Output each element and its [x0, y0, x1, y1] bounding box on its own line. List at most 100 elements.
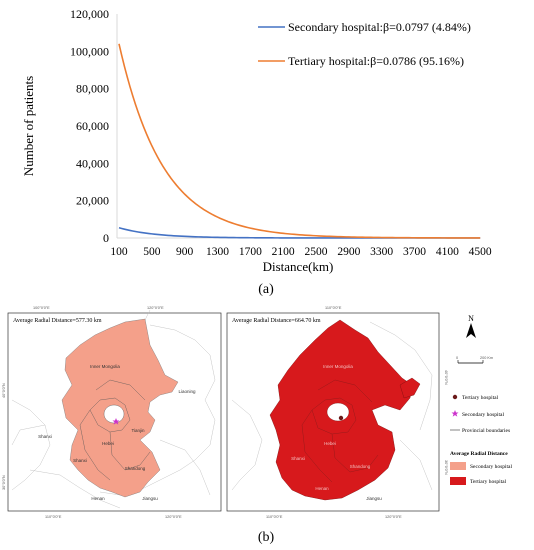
y-tick-labels: 0 20,000 40,000 60,000 80,000 100,000 120,000 [70, 7, 109, 245]
province-boundary [109, 431, 151, 471]
region-label: Henan [315, 486, 329, 491]
map-tertiary: Average Radial Distance=664.70 km 110°0'… [226, 306, 448, 519]
legend-boundary-label: Provincial boundaries [462, 428, 510, 434]
y-tick-label: 80,000 [76, 82, 109, 96]
y-tick-label: 40,000 [76, 156, 109, 170]
north-arrow-icon [466, 323, 476, 338]
map-title-right: Average Radial Distance=664.70 km [232, 318, 321, 324]
region-label: Shandong [125, 466, 146, 471]
map-panel: Average Radial Distance=577.30 km 100°0'… [2, 306, 512, 545]
series-line-secondary [118, 226, 481, 239]
province-outline [231, 399, 263, 491]
region-label: Hebei [324, 441, 336, 446]
province-boundary [331, 433, 379, 473]
map-secondary: Average Radial Distance=577.30 km 100°0'… [2, 306, 222, 519]
x-tick-label: 3700 [403, 246, 426, 258]
x-tick-label: 2500 [305, 246, 328, 258]
province-boundary [317, 379, 373, 403]
tertiary-hospital-marker [338, 415, 344, 421]
scale-bar: 0 200 Km [456, 356, 493, 364]
scale-end-label: 200 Km [480, 356, 493, 360]
x-tick-label: 1700 [239, 246, 262, 258]
legend-tertiary-dot-icon [452, 394, 458, 400]
map-title-left: Average Radial Distance=577.30 km [13, 318, 102, 324]
legend-fill-tertiary-swatch [450, 477, 466, 485]
coord-top-left-1: 100°0'0"E [33, 306, 50, 310]
region-label: Hebei [102, 441, 114, 446]
region-label: Henan [91, 496, 105, 501]
x-tick-label: 3300 [370, 246, 393, 258]
legend: Secondary hospital:β=0.0797 (4.84%) Tert… [258, 20, 471, 68]
province-outlines-right [231, 321, 433, 491]
legend-fill-secondary-label: Secondary hospital [470, 464, 512, 470]
coord-bottom-left-1: 110°0'0"E [45, 515, 62, 519]
secondary-hospital-marker [112, 418, 120, 425]
north-arrow: N [466, 314, 476, 338]
province-outline [399, 439, 433, 491]
province-boundary [95, 379, 146, 401]
x-tick-labels: 100 500 900 1300 1700 2100 2500 2900 3300 3700 410… [110, 246, 492, 258]
region-label: Shanxi [73, 458, 87, 463]
series-line-tertiary [118, 43, 481, 239]
coord-left-2: 30°0'0"N [2, 475, 6, 490]
legend-fill-secondary-swatch [450, 462, 466, 470]
coord-top-right-1: 110°0'0"E [325, 306, 342, 310]
beijing-area-left [103, 404, 125, 424]
x-tick-label: 4500 [469, 246, 492, 258]
coord-left-1: 40°0'0"N [2, 383, 6, 398]
region-label: Jiangsu [142, 496, 158, 501]
legend-label-tertiary: Tertiary hospital:β=0.0786 (95.16%) [288, 54, 464, 68]
legend-secondary-star-icon [451, 410, 459, 417]
coastline-patch [399, 377, 421, 399]
y-tick-label: 120,000 [70, 7, 109, 21]
coord-right-2: 30°0'0"N [444, 460, 448, 475]
x-tick-label: 900 [176, 246, 194, 258]
region-label: Shandong [350, 464, 371, 469]
coord-bottom-left-2: 120°0'0"E [165, 515, 182, 519]
province-boundaries-right [301, 379, 379, 483]
panel-label-b: (b) [258, 530, 275, 545]
y-axis-label: Number of patients [21, 76, 36, 176]
region-label: Shanxi [291, 456, 305, 461]
scale-start-label: 0 [456, 356, 458, 360]
coord-bottom-right-2: 120°0'0"E [385, 515, 402, 519]
legend-secondary-label: Secondary hospital [462, 412, 504, 418]
region-label: Liaoning [178, 389, 196, 394]
province-boundary [89, 397, 131, 433]
x-tick-label: 2100 [272, 246, 295, 258]
y-tick-label: 100,000 [70, 44, 109, 58]
line-chart: 020,00040,00060,00080,000100,000120,000 … [21, 7, 492, 297]
north-label: N [468, 314, 474, 323]
y-tick-label: 0 [103, 231, 109, 245]
province-outline [99, 324, 216, 496]
coord-right-1: 40°0'0"N [444, 370, 448, 385]
region-label: Inner Mongolia [90, 364, 120, 369]
x-tick-label: 4100 [436, 246, 459, 258]
map-legend: Tertiary hospital Secondary hospital Pro… [450, 394, 512, 485]
series-lines [118, 43, 481, 239]
region-label: Inner Mongolia [323, 364, 353, 369]
x-tick-label: 500 [143, 246, 161, 258]
province-outline [11, 399, 51, 491]
province-outline [11, 424, 46, 446]
x-tick-label: 100 [110, 246, 128, 258]
region-label: Jiangsu [366, 496, 382, 501]
province-boundary [311, 397, 357, 435]
y-tick-label: 60,000 [76, 119, 109, 133]
coord-bottom-right-1: 110°0'0"E [266, 515, 283, 519]
province-outline [159, 439, 211, 496]
panel-label-a: (a) [258, 282, 274, 297]
legend-tertiary-label: Tertiary hospital [462, 395, 499, 401]
legend-label-secondary: Secondary hospital:β=0.0797 (4.84%) [288, 20, 471, 34]
region-label: Shanxi [38, 434, 52, 439]
y-tick-label: 20,000 [76, 194, 109, 208]
province-boundary [79, 409, 111, 481]
coord-top-left-2: 120°0'0"E [147, 306, 164, 310]
province-boundary [301, 409, 333, 483]
province-boundaries-left [79, 379, 151, 481]
x-tick-label: 1300 [206, 246, 229, 258]
x-axis-label: Distance(km) [263, 259, 334, 274]
legend-fill-tertiary-label: Tertiary hospital [470, 479, 507, 485]
province-outline [369, 321, 433, 431]
